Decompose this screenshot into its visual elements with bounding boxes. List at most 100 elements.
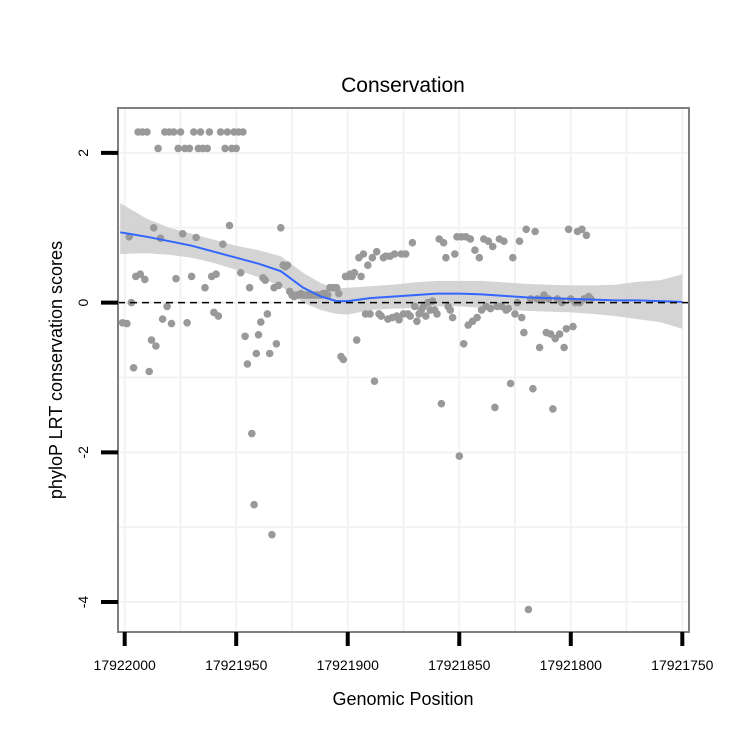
confidence-band-area bbox=[120, 203, 683, 329]
data-point bbox=[176, 128, 185, 136]
data-point bbox=[174, 144, 182, 153]
data-point bbox=[243, 360, 252, 368]
data-point bbox=[250, 500, 258, 509]
data-point bbox=[408, 238, 417, 247]
data-point bbox=[531, 227, 539, 236]
chart-title: Conservation bbox=[341, 74, 465, 97]
data-point bbox=[232, 144, 240, 153]
data-point bbox=[274, 281, 283, 290]
data-point bbox=[422, 312, 430, 320]
data-point bbox=[223, 128, 232, 136]
data-point bbox=[221, 144, 229, 153]
data-point bbox=[283, 261, 292, 270]
data-point bbox=[185, 144, 194, 153]
data-point bbox=[466, 235, 475, 243]
data-point bbox=[484, 237, 493, 245]
data-point bbox=[239, 128, 247, 136]
data-point bbox=[564, 225, 573, 234]
data-point bbox=[214, 312, 223, 320]
data-point bbox=[123, 319, 131, 328]
data-point bbox=[245, 283, 254, 292]
data-point bbox=[486, 304, 495, 313]
data-point bbox=[359, 250, 368, 258]
data-point bbox=[413, 317, 421, 326]
data-point bbox=[183, 319, 191, 327]
data-point bbox=[555, 330, 564, 338]
data-point bbox=[500, 237, 508, 245]
data-point bbox=[491, 403, 499, 412]
data-point bbox=[549, 405, 557, 413]
data-point bbox=[437, 399, 446, 408]
data-point bbox=[152, 342, 160, 350]
data-point bbox=[272, 340, 281, 348]
grid bbox=[118, 108, 689, 632]
data-point bbox=[520, 328, 528, 337]
smooth-line-group bbox=[120, 231, 683, 303]
data-point bbox=[509, 253, 517, 262]
data-point bbox=[136, 270, 145, 279]
data-point bbox=[254, 331, 263, 339]
y-axis-label: phyloP LRT conservation scores bbox=[46, 241, 66, 499]
x-tick-label: 17921900 bbox=[317, 657, 380, 673]
data-point bbox=[372, 247, 381, 256]
data-point bbox=[236, 268, 245, 277]
data-point bbox=[216, 128, 225, 136]
data-point bbox=[522, 225, 530, 234]
data-point bbox=[263, 310, 272, 318]
y-tick-label: -2 bbox=[75, 446, 91, 459]
x-tick-label: 17921800 bbox=[540, 657, 603, 673]
data-point bbox=[406, 312, 415, 320]
data-point bbox=[141, 275, 149, 284]
x-tick-label: 17921750 bbox=[651, 657, 714, 673]
data-point bbox=[475, 253, 484, 262]
smooth-line bbox=[120, 231, 683, 303]
data-point bbox=[257, 318, 265, 326]
data-point bbox=[578, 225, 586, 234]
data-point bbox=[339, 355, 348, 364]
data-point bbox=[446, 306, 455, 314]
data-point bbox=[170, 128, 178, 136]
data-point bbox=[172, 274, 180, 283]
data-point bbox=[277, 224, 285, 232]
x-axis-label: Genomic Position bbox=[332, 689, 473, 709]
data-point bbox=[145, 367, 153, 376]
data-point bbox=[190, 128, 198, 136]
data-point bbox=[196, 128, 205, 136]
axes: 17922000 17921950 17921900 17921850 17921800… bbox=[75, 107, 714, 673]
data-point bbox=[357, 272, 365, 281]
data-point bbox=[562, 325, 571, 333]
data-point bbox=[433, 310, 441, 318]
x-tick-label: 17921850 bbox=[428, 657, 491, 673]
data-point bbox=[268, 530, 276, 539]
data-point bbox=[473, 313, 481, 322]
data-point bbox=[212, 270, 220, 279]
data-point bbox=[178, 230, 187, 238]
data-point bbox=[524, 605, 533, 614]
data-point bbox=[448, 313, 457, 322]
data-point bbox=[582, 231, 591, 240]
y-tick-label: -4 bbox=[75, 596, 91, 609]
data-point bbox=[248, 429, 256, 438]
confidence-band bbox=[120, 203, 683, 329]
data-point bbox=[147, 336, 156, 344]
data-point bbox=[459, 340, 468, 348]
data-point bbox=[265, 349, 274, 358]
data-point bbox=[370, 377, 379, 386]
data-point bbox=[201, 283, 209, 292]
data-point bbox=[252, 349, 261, 358]
data-point bbox=[335, 289, 343, 298]
x-tick-label: 17922000 bbox=[94, 657, 157, 673]
plot-frame bbox=[117, 107, 690, 633]
data-point bbox=[163, 302, 171, 311]
data-point bbox=[529, 384, 537, 393]
data-point bbox=[332, 283, 341, 292]
data-point bbox=[560, 343, 568, 352]
data-point bbox=[535, 343, 544, 352]
data-point bbox=[488, 242, 497, 251]
data-point bbox=[364, 261, 372, 270]
data-point bbox=[390, 250, 399, 258]
data-point bbox=[192, 233, 200, 242]
data-point bbox=[143, 128, 151, 136]
